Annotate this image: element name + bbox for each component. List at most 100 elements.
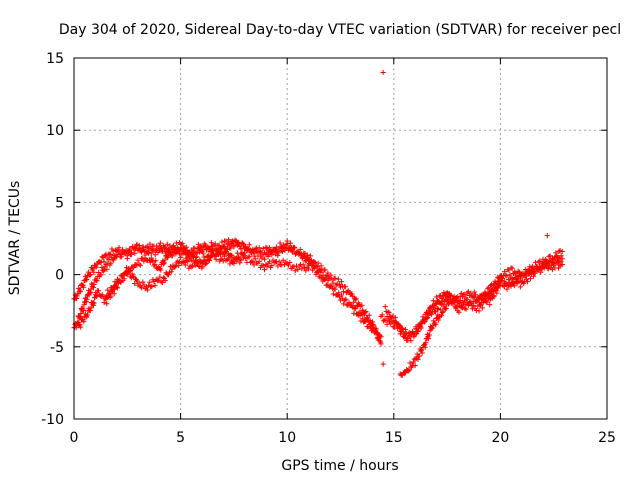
data-point	[463, 306, 469, 312]
data-point	[559, 256, 565, 262]
series-track-g	[397, 259, 565, 378]
data-point	[428, 311, 435, 317]
data-point	[330, 291, 336, 297]
data-point	[232, 256, 238, 262]
data-point	[184, 250, 190, 256]
x-tick-label: 0	[70, 430, 79, 446]
data-point	[527, 264, 533, 270]
data-point	[182, 262, 188, 268]
data-point	[432, 309, 439, 315]
data-point	[261, 267, 268, 273]
data-point	[392, 314, 398, 321]
data-point	[538, 265, 544, 271]
data-point	[199, 265, 205, 271]
data-point	[402, 334, 408, 340]
data-point	[202, 261, 208, 268]
data-point	[447, 296, 454, 303]
data-point	[256, 258, 262, 264]
data-point	[486, 291, 492, 297]
data-point	[88, 305, 94, 311]
data-point	[80, 284, 87, 290]
data-point	[231, 244, 237, 250]
data-point	[361, 312, 367, 318]
data-point	[158, 279, 164, 285]
data-point	[406, 367, 412, 373]
data-point	[423, 339, 429, 346]
plot-frame	[73, 57, 608, 420]
data-point	[108, 251, 114, 258]
chart-title: Day 304 of 2020, Sidereal Day-to-day VTE…	[59, 22, 621, 38]
data-point	[312, 264, 318, 270]
data-point	[157, 274, 163, 280]
data-point	[502, 268, 508, 275]
data-point	[373, 329, 379, 335]
data-point	[91, 269, 97, 275]
data-point	[228, 245, 234, 251]
data-point	[109, 289, 116, 295]
data-point	[462, 305, 468, 311]
data-point	[136, 261, 142, 267]
data-point	[442, 297, 448, 303]
data-point	[78, 324, 84, 330]
data-point	[201, 241, 207, 247]
data-point	[438, 312, 445, 318]
data-point	[123, 249, 129, 255]
data-point	[87, 289, 94, 295]
data-point	[130, 273, 136, 279]
data-point	[515, 278, 521, 285]
x-tick-label: 25	[598, 430, 616, 446]
data-point	[148, 246, 154, 252]
data-point	[553, 253, 559, 260]
data-point	[366, 312, 372, 318]
data-point	[199, 244, 205, 250]
data-point	[224, 246, 230, 253]
data-point	[495, 274, 501, 280]
data-point	[458, 290, 464, 296]
data-point	[146, 245, 152, 251]
data-point	[179, 240, 185, 247]
y-tick-label: 0	[55, 268, 64, 284]
data-point	[236, 254, 242, 260]
data-point	[416, 353, 422, 359]
data-point	[487, 302, 493, 308]
series-track-b	[71, 238, 384, 340]
data-point	[435, 317, 442, 323]
data-point	[477, 303, 483, 309]
data-point	[315, 269, 321, 275]
data-point	[196, 263, 202, 269]
data-point	[341, 301, 347, 307]
data-point	[497, 281, 503, 287]
data-point	[325, 270, 331, 276]
data-point	[303, 257, 309, 263]
x-tick-label: 10	[278, 430, 296, 446]
data-point	[277, 240, 283, 246]
data-point	[405, 368, 411, 374]
data-point	[461, 301, 467, 307]
data-point	[295, 266, 301, 273]
data-point	[135, 257, 141, 263]
data-point	[410, 359, 417, 365]
data-point	[362, 310, 368, 316]
data-point	[384, 321, 390, 327]
data-point	[162, 246, 168, 252]
data-point	[521, 272, 527, 279]
data-point	[380, 318, 387, 324]
data-point	[116, 245, 122, 251]
data-point	[77, 288, 83, 294]
data-point	[378, 334, 384, 340]
data-point	[366, 319, 372, 325]
data-point	[260, 263, 266, 269]
data-point	[301, 254, 307, 260]
data-point	[349, 291, 355, 297]
data-point	[505, 277, 511, 283]
data-point	[147, 279, 153, 285]
data-point	[171, 249, 177, 256]
data-point	[490, 293, 496, 299]
data-point	[415, 328, 421, 334]
data-point	[369, 325, 376, 331]
data-point	[509, 265, 515, 271]
data-point	[237, 243, 243, 250]
data-point	[269, 262, 275, 269]
data-point	[183, 257, 190, 264]
